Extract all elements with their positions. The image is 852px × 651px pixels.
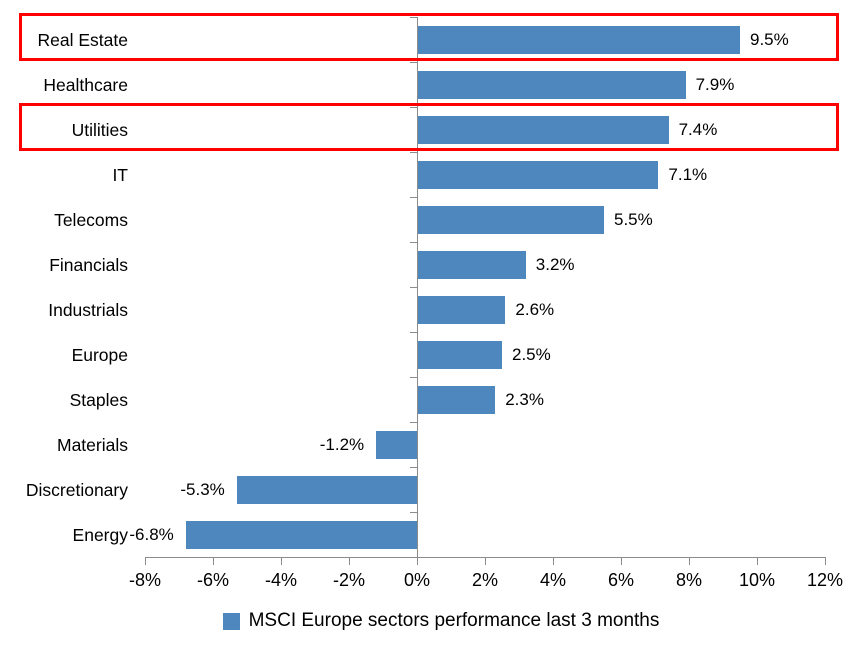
category-label: Real Estate — [37, 29, 128, 50]
y-axis-tick — [410, 467, 417, 468]
x-axis-tick-label: -2% — [332, 570, 366, 590]
category-label: Industrials — [48, 299, 128, 320]
bar — [417, 295, 506, 324]
y-axis-tick — [410, 62, 417, 63]
value-label: -1.2% — [319, 434, 365, 454]
bar — [417, 115, 669, 144]
legend: MSCI Europe sectors performance last 3 m… — [15, 610, 852, 632]
category-label: Materials — [57, 434, 128, 455]
x-axis-tick — [349, 557, 350, 565]
bar — [376, 430, 417, 459]
value-label: -6.8% — [129, 524, 174, 544]
y-axis-tick — [410, 107, 417, 108]
y-axis-tick — [410, 152, 417, 153]
category-label: Europe — [71, 344, 128, 365]
bar — [417, 385, 496, 414]
y-axis-tick — [410, 287, 417, 288]
y-axis-line — [417, 17, 418, 557]
value-label: 7.9% — [695, 74, 735, 94]
value-label: 7.4% — [678, 119, 718, 139]
x-axis-tick — [757, 557, 758, 565]
x-axis-tick — [825, 557, 826, 565]
legend-label: MSCI Europe sectors performance last 3 m… — [248, 610, 660, 631]
value-label: 9.5% — [750, 29, 789, 49]
value-label: 3.2% — [535, 254, 575, 274]
x-axis-tick-label: -8% — [128, 570, 162, 590]
value-label: 2.3% — [505, 389, 544, 409]
x-axis-tick — [145, 557, 146, 565]
y-axis-tick — [410, 332, 417, 333]
bar — [417, 340, 502, 369]
x-axis-tick-label: 6% — [607, 570, 635, 590]
value-label: 2.6% — [515, 299, 555, 319]
y-axis-tick — [410, 512, 417, 513]
highlight-box — [19, 103, 839, 151]
x-axis-tick-label: 8% — [675, 570, 703, 590]
value-label: -5.3% — [180, 479, 225, 499]
category-label: Staples — [69, 389, 128, 410]
category-label: IT — [112, 164, 128, 185]
y-axis-tick — [410, 17, 417, 18]
bar — [236, 475, 417, 504]
x-axis-tick-label: 2% — [471, 570, 499, 590]
x-axis-tick-label: -4% — [264, 570, 298, 590]
x-axis-tick — [281, 557, 282, 565]
x-axis-tick-label: -6% — [196, 570, 230, 590]
bar — [417, 205, 604, 234]
x-axis-tick — [485, 557, 486, 565]
category-label: Utilities — [71, 119, 128, 140]
bar — [185, 520, 417, 549]
x-axis-tick — [621, 557, 622, 565]
bar — [417, 70, 686, 99]
y-axis-tick — [410, 242, 417, 243]
x-axis-tick-label: 10% — [738, 570, 776, 590]
x-axis-tick — [553, 557, 554, 565]
x-axis-tick — [417, 557, 418, 565]
x-axis-tick — [689, 557, 690, 565]
category-label: Financials — [49, 254, 128, 275]
x-axis-tick-label: 4% — [539, 570, 567, 590]
bar — [417, 25, 740, 54]
highlight-box — [19, 13, 839, 61]
bar — [417, 160, 659, 189]
value-label: 2.5% — [512, 344, 551, 364]
legend-marker-icon — [222, 612, 240, 630]
x-axis-tick-label: 12% — [806, 570, 844, 590]
value-label: 7.1% — [668, 164, 708, 184]
category-label: Energy — [72, 524, 128, 545]
category-label: Healthcare — [43, 74, 128, 95]
category-label: Telecoms — [54, 209, 128, 230]
y-axis-tick — [410, 197, 417, 198]
category-label: Discretionary — [25, 479, 128, 500]
y-axis-tick — [410, 377, 417, 378]
value-label: 5.5% — [614, 209, 653, 229]
x-axis-tick-label: 0% — [403, 570, 431, 590]
y-axis-tick — [410, 422, 417, 423]
x-axis-tick — [213, 557, 214, 565]
bar — [417, 250, 526, 279]
